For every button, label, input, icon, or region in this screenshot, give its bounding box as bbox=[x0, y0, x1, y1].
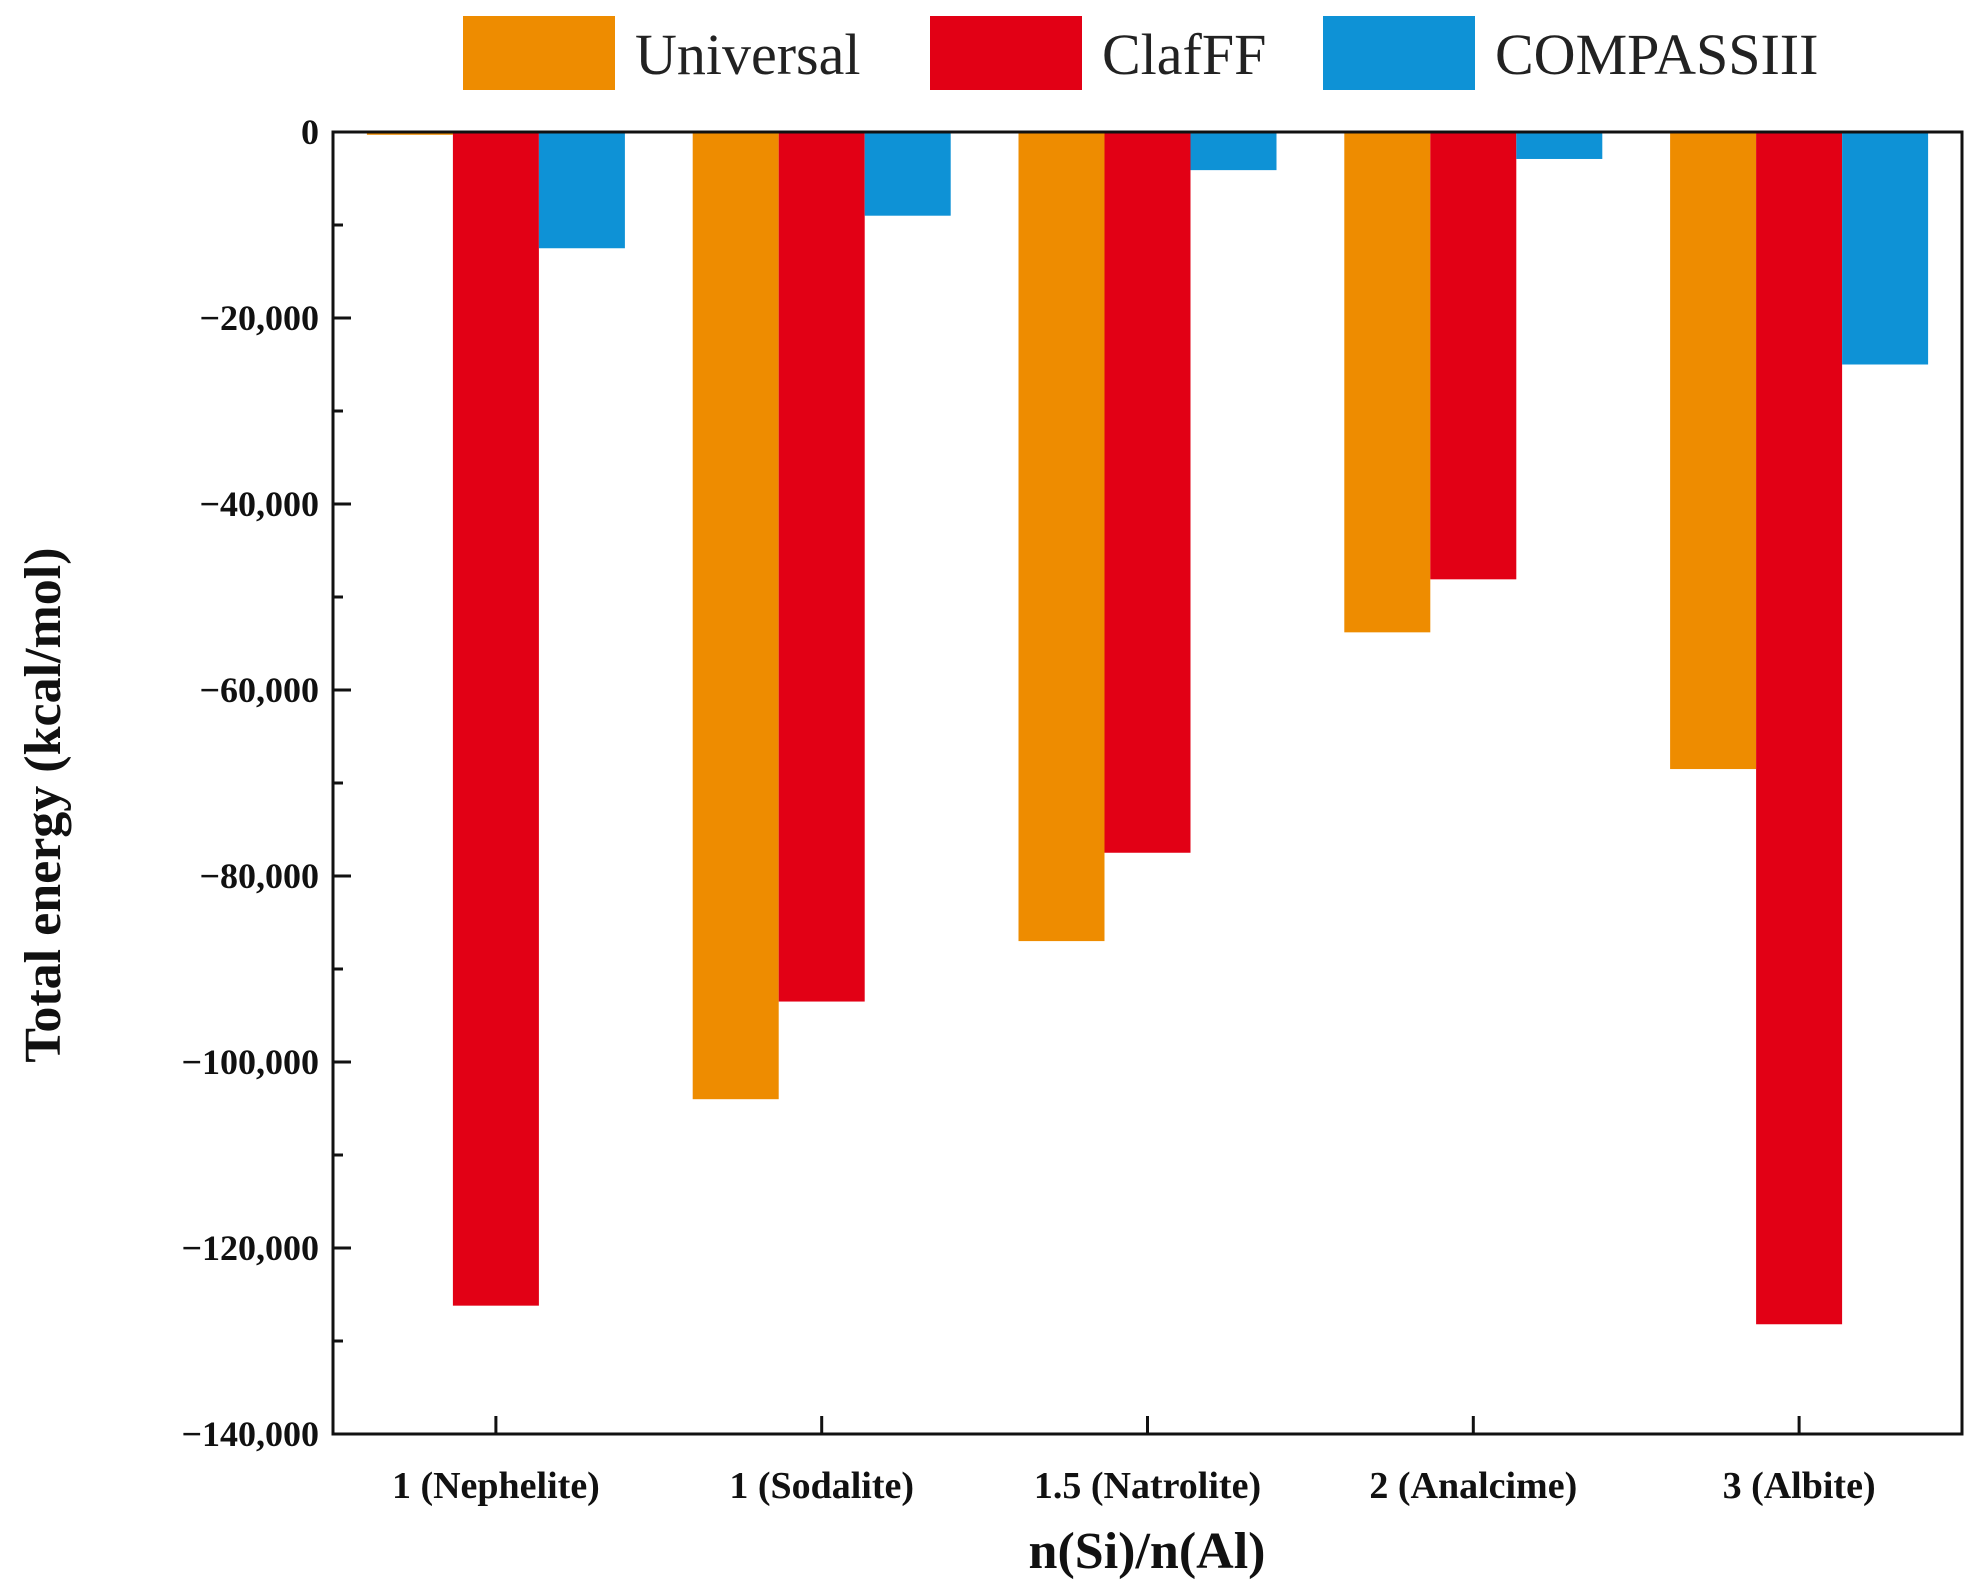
y-tick-label: −20,000 bbox=[199, 298, 319, 338]
legend-label-compassiii: COMPASSIII bbox=[1495, 22, 1818, 87]
legend-label-clafff: ClafFF bbox=[1102, 22, 1266, 87]
legend-swatch-universal bbox=[463, 16, 615, 90]
bar-group bbox=[366, 132, 1929, 1325]
legend-swatch-compassiii bbox=[1323, 16, 1475, 90]
bar-clafff-5 bbox=[1756, 132, 1843, 1325]
bar-compassiii-2 bbox=[864, 132, 951, 216]
x-tick-label: 2 (Analcime) bbox=[1369, 1465, 1577, 1507]
bar-clafff-3 bbox=[1104, 132, 1191, 853]
bar-compassiii-5 bbox=[1842, 132, 1929, 365]
bar-clafff-4 bbox=[1430, 132, 1517, 580]
bar-clafff-2 bbox=[778, 132, 865, 1002]
bar-compassiii-1 bbox=[538, 132, 625, 249]
y-tick-label: −40,000 bbox=[199, 484, 319, 524]
legend: Universal ClafFF COMPASSIII bbox=[463, 16, 1818, 90]
legend-label-universal: Universal bbox=[635, 22, 861, 87]
y-tick-label: −100,000 bbox=[181, 1042, 319, 1082]
bar-universal-5 bbox=[1670, 132, 1757, 770]
x-tick-label: 1.5 (Natrolite) bbox=[1034, 1465, 1261, 1507]
axes: 0 −20,000 −40,000 −60,000 −80,000 −100,000 −12… bbox=[181, 112, 1964, 1507]
legend-swatch-clafff bbox=[930, 16, 1082, 90]
y-tick-label: −80,000 bbox=[199, 856, 319, 896]
y-tick-label: 0 bbox=[301, 112, 319, 152]
bar-clafff-1 bbox=[452, 132, 539, 1306]
bar-universal-2 bbox=[692, 132, 779, 1100]
x-tick-label: 1 (Nephelite) bbox=[392, 1465, 600, 1507]
bar-compassiii-3 bbox=[1190, 132, 1277, 171]
y-tick-label: −120,000 bbox=[181, 1228, 319, 1268]
bar-compassiii-4 bbox=[1516, 132, 1603, 159]
x-axis-title: n(Si)/n(Al) bbox=[1029, 1523, 1266, 1580]
x-tick-label: 1 (Sodalite) bbox=[729, 1465, 914, 1507]
y-axis-title: Total energy (kcal/mol) bbox=[15, 547, 72, 1062]
y-tick-label: −60,000 bbox=[199, 670, 319, 710]
x-tick-label: 3 (Albite) bbox=[1723, 1465, 1876, 1507]
y-tick-label: −140,000 bbox=[181, 1414, 319, 1454]
bar-universal-3 bbox=[1018, 132, 1105, 942]
bar-universal-4 bbox=[1344, 132, 1431, 633]
